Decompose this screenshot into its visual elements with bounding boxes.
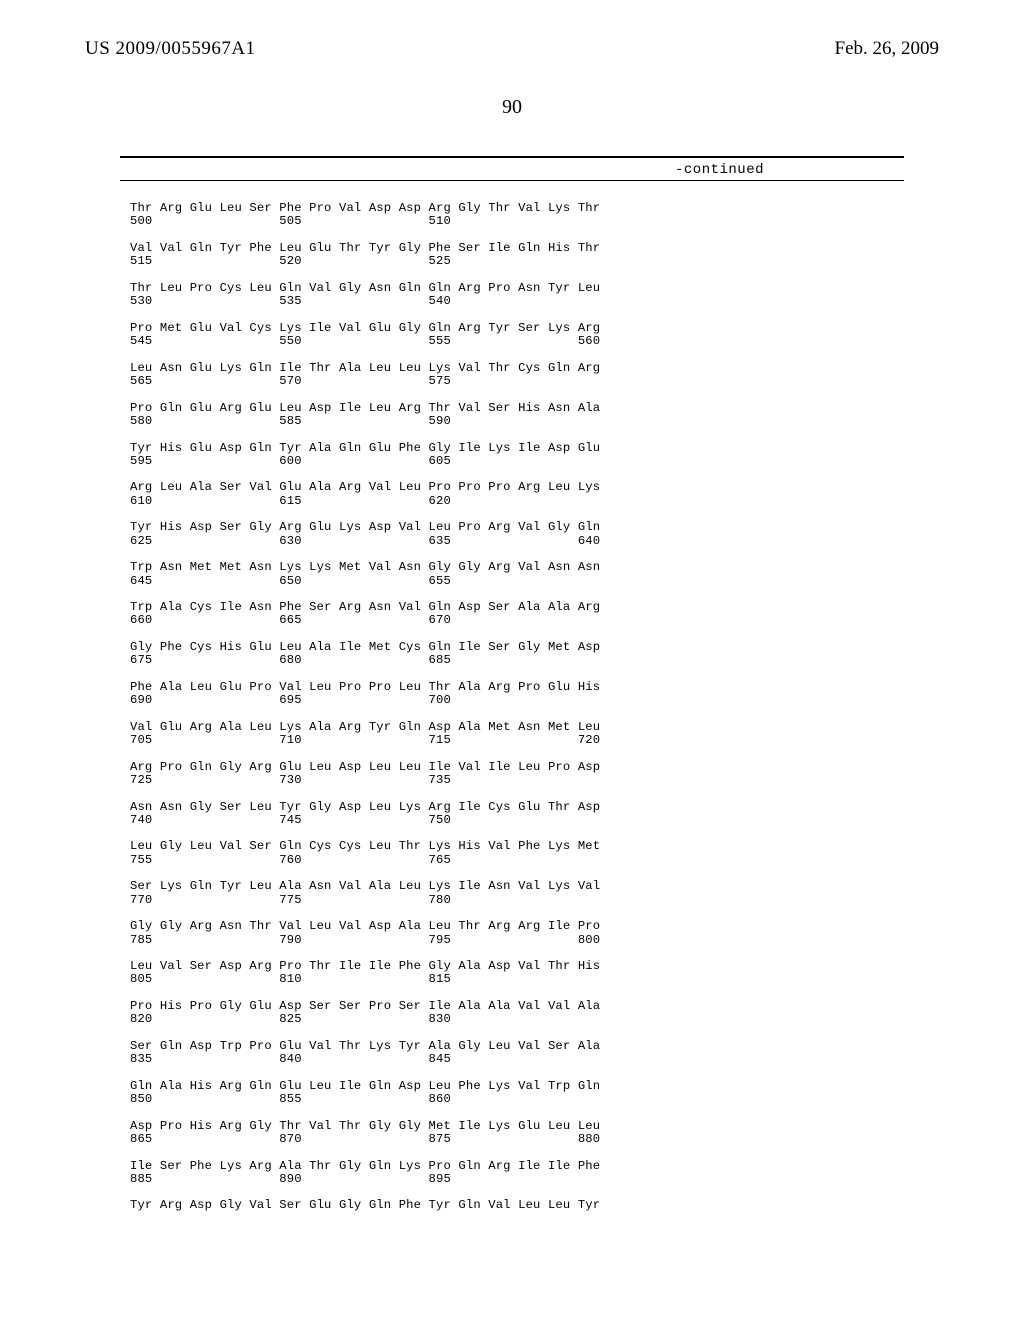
horizontal-rule-mid: [120, 180, 904, 181]
page: US 2009/0055967A1 Feb. 26, 2009 90 -cont…: [0, 0, 1024, 1320]
page-number: 90: [0, 96, 1024, 119]
publication-number: US 2009/0055967A1: [85, 38, 256, 60]
continued-label: -continued: [675, 162, 764, 178]
sequence-listing: Thr Arg Glu Leu Ser Phe Pro Val Asp Asp …: [130, 202, 600, 1213]
horizontal-rule-top: [120, 156, 904, 158]
publication-date: Feb. 26, 2009: [835, 38, 940, 60]
